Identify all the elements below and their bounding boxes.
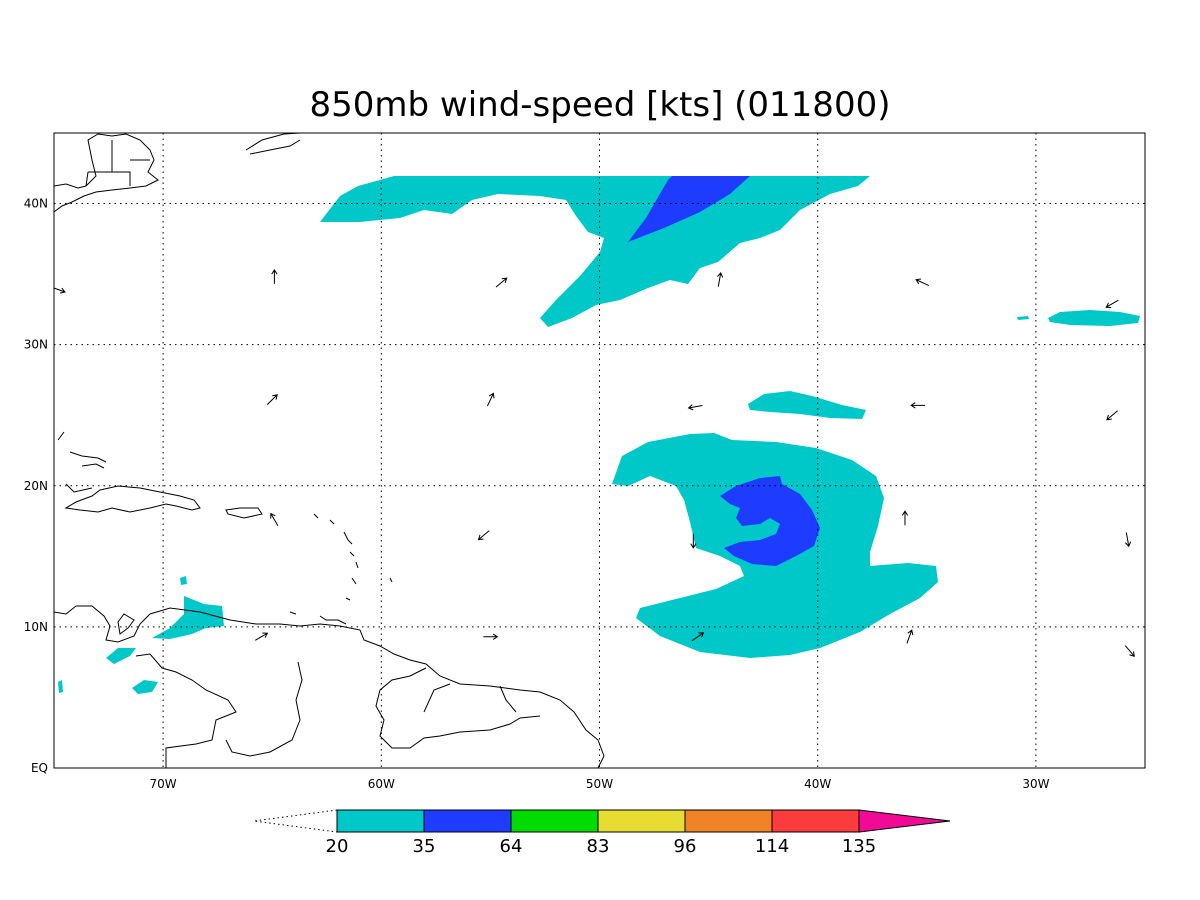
wind-vector-arrow	[254, 632, 269, 641]
colorbar: 20 35 64 83 96 114 135	[253, 809, 951, 857]
wind-vector-arrow	[915, 278, 929, 286]
y-tick-label: 20N	[24, 479, 48, 493]
wind-vector-arrow	[477, 530, 490, 541]
wind-vector-arrow	[495, 277, 508, 288]
wind-vector-arrow	[1124, 645, 1135, 657]
wind-vector-arrow	[687, 404, 703, 411]
x-tick-label: 50W	[586, 777, 613, 791]
wind-contour-cyclone-core	[720, 476, 820, 566]
wind-contour-cyclone-eye-fill	[758, 520, 778, 534]
wind-contour-caribbean-1	[152, 596, 224, 639]
wind-vector-arrow	[1105, 299, 1119, 308]
colorbar-swatch	[771, 809, 860, 833]
wind-vector-arrow	[486, 392, 495, 407]
axis-labels: 70W 60W 50W 40W 30W EQ 10N 20N 30N 40N	[24, 197, 1050, 791]
wind-contour-jet-core	[628, 176, 750, 242]
plot-frame	[53, 132, 1146, 769]
coastline-antilles	[57, 431, 263, 519]
colorbar-overflow-triangle	[858, 809, 951, 833]
wind-vector-arrow	[54, 287, 66, 294]
colorbar-label: 114	[755, 836, 789, 857]
colorbar-label: 35	[413, 836, 436, 857]
colorbar-label: 96	[674, 836, 697, 857]
y-tick-label: 30N	[24, 338, 48, 352]
wind-contour-caribbean-4	[180, 576, 187, 585]
colorbar-swatch	[423, 809, 512, 833]
colorbar-label: 20	[326, 836, 349, 857]
y-tick-label: EQ	[31, 761, 48, 775]
colorbar-swatch	[336, 809, 425, 833]
wind-vectors	[54, 268, 1135, 657]
wind-vector-arrow	[716, 271, 724, 287]
state-borders	[85, 140, 150, 187]
graticule	[54, 133, 1145, 768]
wind-contour-caribbean-3	[132, 680, 158, 694]
x-tick-label: 30W	[1022, 777, 1049, 791]
wind-vector-arrow	[691, 632, 705, 642]
wind-contour-northeast-blob	[1048, 310, 1140, 326]
map-title: 850mb wind-speed [kts] (011800)	[310, 85, 891, 125]
wind-vector-arrow	[1125, 532, 1132, 548]
wind-contour-central-band	[748, 391, 866, 419]
colorbar-label: 135	[842, 836, 876, 857]
wind-vector-arrow	[690, 533, 697, 549]
x-tick-label: 70W	[150, 777, 177, 791]
colorbar-label: 64	[500, 836, 523, 857]
wind-vector-arrow	[483, 633, 499, 640]
wind-vector-arrow	[1106, 410, 1118, 421]
wind-contour-caribbean-2	[106, 648, 136, 664]
wind-contour-north-band	[320, 176, 870, 327]
wind-vector-arrow	[266, 394, 278, 406]
wind-contour-edge	[58, 680, 63, 693]
wind-vector-arrow	[271, 268, 278, 284]
wind-contour-small-dot	[1017, 316, 1029, 320]
coastline-lesser-antilles	[289, 513, 393, 625]
wind-vector-arrow	[901, 510, 909, 526]
y-tick-label: 40N	[24, 197, 48, 211]
wind-vector-arrow	[906, 629, 914, 644]
x-tick-label: 40W	[804, 777, 831, 791]
wind-vector-arrow	[270, 512, 279, 526]
x-tick-label: 60W	[368, 777, 395, 791]
colorbar-swatch	[597, 809, 686, 833]
y-tick-label: 10N	[24, 620, 48, 634]
coastline-canada	[245, 133, 301, 155]
coastline-south-america	[54, 605, 605, 768]
coastline-north-america	[54, 133, 159, 213]
colorbar-swatch	[684, 809, 773, 833]
coastline-guianas	[225, 661, 541, 757]
wind-vector-arrow	[910, 402, 926, 409]
colorbar-swatch	[510, 809, 599, 833]
coastlines	[54, 133, 605, 768]
colorbar-underflow-triangle	[253, 809, 338, 833]
colorbar-label: 83	[587, 836, 610, 857]
